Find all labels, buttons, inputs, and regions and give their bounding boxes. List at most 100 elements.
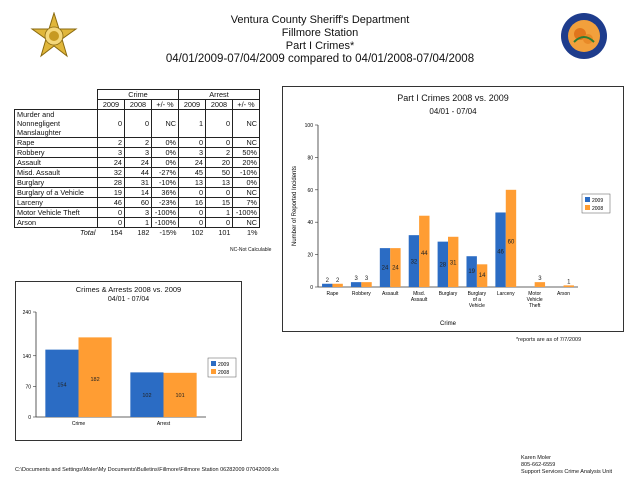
cell: 154 (110, 228, 123, 237)
crime-group-header: Crime (97, 89, 179, 100)
category-label: Theft (529, 303, 541, 309)
cell: 0 (97, 217, 125, 228)
cell: 0 (178, 137, 206, 148)
author-phone: 805-662-6559 (521, 462, 556, 468)
cell: 0 (178, 207, 206, 218)
bar-2008 (419, 215, 430, 287)
crimes-arrests-chart-panel: Crimes & Arrests 2008 vs. 2009 04/01 - 0… (15, 281, 242, 441)
category-label: Larceny (497, 291, 515, 297)
cell: -10% (232, 167, 260, 178)
bar-2009 (322, 283, 333, 287)
col-header: 2008 (205, 99, 233, 110)
table-corner (15, 100, 98, 110)
data-label: 44 (421, 251, 428, 257)
cell: 3 (97, 147, 125, 158)
data-label: 2 (336, 278, 340, 284)
category-label: Arson (557, 291, 570, 297)
author-unit: Support Services Crime Analysis Unit (521, 469, 613, 475)
cell: -15% (159, 228, 177, 237)
crimes-arrests-chart-svg: 0 70 140 240 154 182 Crime 102 101 Arrest 2009 2008 (23, 310, 237, 427)
crime-arrest-table: Crime Arrest 2009 2008 +/- % 2009 2008 +… (14, 89, 260, 237)
cell: 0 (205, 217, 233, 228)
col-header: +/- % (232, 99, 260, 110)
cell: 20% (232, 157, 260, 168)
bar-2009 (350, 282, 362, 287)
bar-2008 (78, 337, 112, 417)
category-label: Assault (411, 297, 428, 303)
cell: 50 (205, 167, 233, 178)
table-row: Larceny 46 60 -23% 16 15 7% (14, 197, 260, 208)
cell: 0% (232, 177, 260, 188)
sheriff-star-logo (30, 11, 78, 60)
y-tick-label: 100 (305, 123, 314, 129)
cell: 60 (124, 197, 152, 208)
bar-2008 (390, 248, 401, 287)
cell: 182 (137, 228, 150, 237)
table-row: Motor Vehicle Theft 0 3 -100% 0 1 -100% (14, 207, 260, 218)
y-axis-title: Number of Reported Incidents (292, 166, 298, 246)
cell: 0 (97, 109, 125, 138)
data-label: 3 (365, 276, 369, 282)
bar-2009 (466, 256, 477, 287)
cell: 2 (205, 147, 233, 158)
data-label: 24 (382, 266, 389, 272)
cell: 3 (124, 147, 152, 158)
bar-2009 (130, 372, 164, 417)
bar-2008 (476, 264, 488, 287)
cell: 2 (97, 137, 125, 148)
data-label: 32 (411, 260, 418, 266)
cell: 20 (205, 157, 233, 168)
cell: 44 (124, 167, 152, 178)
cell: 13 (178, 177, 206, 188)
cell: -23% (151, 197, 179, 208)
data-label: 102 (142, 393, 151, 399)
cell: 0 (205, 187, 233, 198)
data-label: 101 (175, 393, 184, 399)
table-row: Assault 24 24 0% 24 20 20% (14, 157, 260, 168)
cell: 31 (124, 177, 152, 188)
y-tick-label: 70 (25, 384, 31, 390)
cell: 0% (151, 157, 179, 168)
bar-2008 (163, 372, 197, 417)
data-label: 14 (479, 273, 486, 279)
category-label: Arrest (157, 421, 171, 427)
legend-label: 2008 (592, 206, 603, 212)
bar-2008 (361, 282, 372, 287)
cell: 0 (178, 217, 206, 228)
col-header: +/- % (151, 99, 179, 110)
data-label: 46 (497, 249, 504, 255)
category-label: of a (473, 297, 482, 303)
y-tick-label: 20 (307, 253, 313, 259)
cell: 1% (246, 228, 258, 237)
category-label: Burglary (468, 291, 487, 297)
report-header: Ventura County Sheriff's Department Fill… (150, 14, 490, 66)
y-tick-label: 0 (28, 415, 31, 421)
bar-2008 (505, 189, 517, 287)
cell: -27% (151, 167, 179, 178)
station-title: Fillmore Station (281, 27, 359, 39)
row-label: Misd. Assault (14, 167, 98, 178)
crimes-arrests-chart-subtitle: 04/01 - 07/04 (107, 296, 150, 303)
cell: NC (232, 217, 260, 228)
legend-swatch-2009 (211, 361, 216, 366)
row-label: Larceny (14, 197, 98, 208)
cell: -100% (232, 207, 260, 218)
cell: 1 (205, 207, 233, 218)
part1-chart-panel: Part I Crimes 2008 vs. 2009 04/01 - 07/0… (282, 86, 624, 332)
category-label: Robbery (352, 291, 371, 297)
bar-2009 (495, 212, 506, 287)
category-label: Vehicle (469, 303, 485, 309)
data-label: 19 (468, 269, 475, 275)
cell: 0 (178, 187, 206, 198)
cell: 36% (151, 187, 179, 198)
bar-2008 (534, 282, 546, 287)
col-header: 2009 (178, 99, 206, 110)
cell: NC (232, 109, 260, 138)
file-path: C:\Documents and Settings\Moler\My Docum… (15, 467, 279, 473)
cell: 28 (97, 177, 125, 188)
cell: 102 (191, 228, 204, 237)
date-range: 04/01/2009-07/04/2009 compared to 04/01/… (165, 53, 475, 65)
cell: 1 (178, 109, 206, 138)
data-label: 3 (354, 276, 358, 282)
category-label: Assault (382, 291, 399, 297)
